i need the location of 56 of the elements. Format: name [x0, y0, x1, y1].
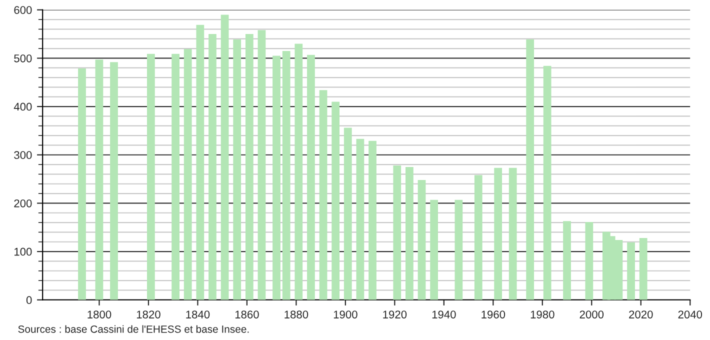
- bar: [508, 168, 517, 300]
- y-tick-label: 500: [14, 54, 32, 62]
- y-tick-label: 100: [14, 248, 32, 256]
- bar: [294, 44, 303, 300]
- y-tick-label: 600: [14, 6, 32, 14]
- bar: [319, 90, 328, 300]
- bar: [307, 54, 315, 300]
- bar: [356, 138, 364, 300]
- bar: [406, 166, 414, 300]
- bar: [78, 68, 86, 300]
- bar: [184, 49, 192, 300]
- bar: [418, 180, 426, 300]
- source-note: Sources : base Cassini de l'EHESS et base Insee.: [18, 325, 249, 333]
- y-tick-label: 0: [26, 296, 32, 304]
- bar: [208, 34, 216, 300]
- y-tick-label: 200: [14, 199, 32, 208]
- bar: [585, 222, 594, 300]
- x-tick-label: 2000: [580, 310, 604, 318]
- bar: [454, 200, 463, 300]
- bar: [110, 62, 118, 300]
- bar: [332, 102, 340, 300]
- bar: [563, 221, 571, 300]
- bar: [526, 39, 534, 300]
- y-tick-label: 300: [14, 151, 32, 160]
- bar: [368, 140, 376, 300]
- bar: [344, 128, 352, 300]
- y-tick-label: 400: [14, 102, 32, 111]
- x-tick-label: 2020: [629, 310, 653, 318]
- x-tick-label: 1940: [432, 310, 456, 318]
- bar: [430, 200, 438, 300]
- x-tick-label: 2040: [678, 310, 702, 318]
- bar: [474, 175, 482, 300]
- bar: [282, 50, 290, 300]
- x-tick-label: 1980: [530, 310, 554, 318]
- bar: [627, 242, 635, 300]
- x-tick-label: 1820: [136, 310, 160, 318]
- x-tick-label: 1840: [186, 310, 210, 318]
- x-tick-label: 1920: [383, 310, 407, 318]
- bar: [220, 14, 229, 300]
- x-tick-label: 1960: [482, 310, 506, 318]
- bar: [95, 60, 104, 300]
- bar: [172, 54, 180, 300]
- bar: [245, 34, 254, 300]
- bar: [393, 166, 402, 300]
- bar: [543, 66, 552, 300]
- bar: [494, 168, 502, 300]
- x-tick-label: 1860: [235, 310, 259, 318]
- bar: [639, 238, 648, 300]
- bar: [196, 24, 204, 300]
- bar: [146, 54, 155, 300]
- bar: [272, 56, 280, 300]
- bar: [258, 30, 266, 300]
- x-tick-label: 1800: [88, 310, 112, 318]
- x-tick-label: 1880: [284, 310, 308, 318]
- x-tick-label: 1900: [334, 310, 358, 318]
- bar: [233, 39, 242, 300]
